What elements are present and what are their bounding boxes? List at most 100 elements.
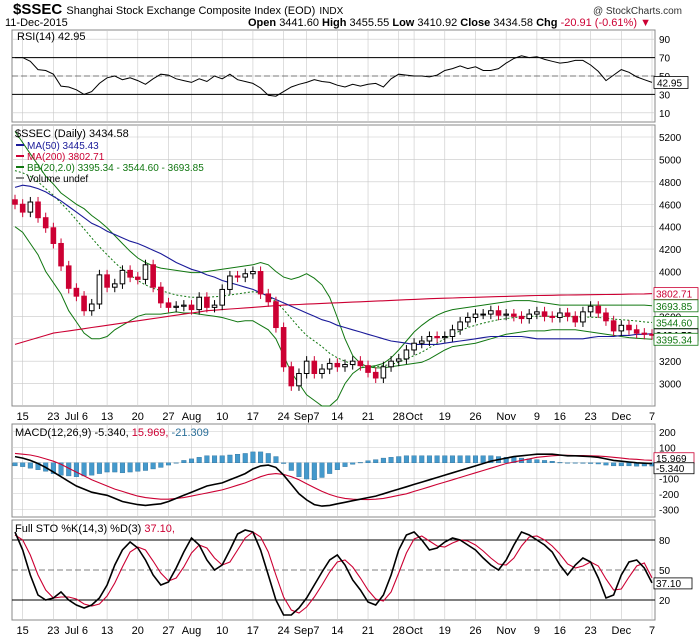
quote-date: 11-Dec-2015 [5, 17, 68, 29]
candle-body [173, 305, 179, 308]
price-tick-label: 5200 [659, 133, 682, 144]
price-last-label: 3544.60 [656, 319, 693, 330]
candle-body [334, 362, 341, 368]
candle-body [365, 365, 371, 373]
x-tick-label-bottom: 14 [331, 625, 343, 637]
macd-histogram-bar [472, 455, 478, 463]
macd-histogram-bar [73, 462, 79, 477]
x-tick-label: Dec [612, 411, 632, 423]
index-name: Shanghai Stock Exchange Composite Index … [66, 5, 316, 17]
macd-histogram-bar [250, 451, 256, 463]
macd-signal-line [14, 452, 653, 501]
candle-body [434, 336, 440, 339]
macd-histogram-bar [603, 462, 609, 466]
macd-histogram-bar [380, 457, 386, 463]
candle-body [150, 264, 156, 288]
macd-histogram-bar [196, 457, 202, 463]
stoch-title: Full STO %K(14,3) %D(3) 37.10, [15, 523, 175, 535]
exchange: INDX [319, 6, 344, 17]
macd-histogram-bar [565, 462, 571, 464]
x-tick-label: Nov [496, 411, 516, 423]
stoch-tick-label: 50 [659, 566, 671, 577]
rsi-line [15, 55, 653, 97]
candle-body [342, 364, 348, 368]
macd-histogram-bar [281, 462, 287, 464]
x-tick-label: 19 [439, 411, 451, 423]
x-tick-label-bottom: 21 [362, 625, 374, 637]
candle-body [127, 269, 133, 278]
rsi-last-value-box [653, 76, 689, 89]
price-tick-label: 4200 [659, 245, 682, 256]
candle-body [158, 286, 164, 304]
candle-body [488, 310, 494, 315]
candle-body [618, 324, 625, 332]
macd-histogram-bar [50, 462, 56, 474]
candle-body [296, 372, 302, 387]
x-tick-label-bottom: 9 [534, 625, 540, 637]
candle-body [372, 371, 379, 379]
macd-histogram-bar [112, 462, 118, 473]
stoch-title-main: Full STO %K(14,3) %D(3) [15, 523, 144, 535]
macd-histogram-bar [158, 462, 164, 468]
x-tick-label-bottom: Oct [406, 625, 423, 637]
candle-body [27, 201, 34, 213]
price-last-label: 3395.34 [656, 335, 693, 346]
candle-body [395, 358, 402, 362]
candle-body [265, 293, 272, 303]
candle-body [426, 336, 433, 342]
candle-body [273, 301, 279, 329]
macd-histogram-bar [104, 462, 110, 473]
macd-histogram-bar [480, 455, 486, 463]
candle-body [65, 265, 72, 289]
bb-upper-line [14, 131, 653, 368]
price-tick-label: 4800 [659, 178, 682, 189]
candle-body [633, 329, 640, 334]
candle-body [418, 340, 425, 344]
candle-body [42, 217, 49, 229]
candle-body [326, 362, 333, 370]
x-tick-label-bottom: 28 [393, 625, 405, 637]
macd-histogram-bar [626, 462, 632, 467]
open-label: Open [248, 17, 277, 29]
macd-histogram-bar [81, 462, 87, 477]
stoch-d-line [14, 531, 653, 614]
price-last-label-box [653, 299, 699, 313]
candle-body [35, 201, 41, 219]
macd-histogram-bar [219, 455, 225, 463]
chart-title: $SSEC Shanghai Stock Exchange Composite … [13, 1, 343, 18]
x-tick-label: 24 [277, 411, 289, 423]
rsi-last-value: 42.95 [657, 78, 682, 89]
price-tick-label: 4000 [659, 268, 682, 279]
price-last-label: 3693.85 [656, 302, 693, 313]
x-tick-label-bottom: 17 [247, 625, 259, 637]
candle-body [572, 315, 579, 323]
x-tick-label-bottom: 7 [649, 625, 655, 637]
candle-body [88, 303, 95, 312]
stoch-last-label: 37.10 [656, 579, 681, 590]
candle-body [610, 320, 617, 332]
candle-body [449, 329, 456, 338]
rsi-tick-label: 30 [659, 90, 671, 101]
x-tick-label: Oct [406, 411, 423, 423]
low-label: Low [392, 17, 415, 29]
macd-histogram-bar [288, 462, 294, 471]
stoch-tick-label: 20 [659, 596, 671, 607]
macd-histogram-bar [396, 456, 402, 463]
candle-body [380, 366, 387, 379]
macd-histogram-bar [235, 454, 241, 463]
price-tick-label: 3200 [659, 357, 682, 368]
macd-panel [11, 423, 656, 518]
candle-body [111, 283, 118, 288]
macd-histogram-bar [265, 453, 271, 463]
macd-histogram-bar [135, 462, 141, 472]
candle-body [518, 315, 525, 320]
chg-label: Chg [536, 17, 558, 29]
macd-histogram-bar [388, 457, 394, 463]
macd-histogram-bar [142, 462, 148, 471]
candle-body [50, 227, 57, 244]
credit: @ StockCharts.com [592, 6, 682, 17]
macd-title-signal: 15.969, [132, 427, 172, 439]
macd-histogram-bar [327, 462, 333, 474]
candle-body [626, 324, 632, 331]
macd-histogram-bar [127, 462, 133, 473]
